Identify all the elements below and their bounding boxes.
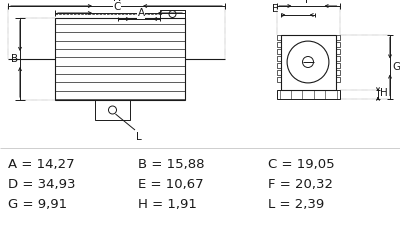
- Text: H: H: [380, 88, 388, 98]
- Text: C: C: [113, 2, 121, 12]
- Bar: [336, 56, 340, 61]
- Text: C = 19,05: C = 19,05: [268, 158, 335, 171]
- Bar: [276, 35, 280, 40]
- Text: H = 1,91: H = 1,91: [138, 198, 197, 211]
- Bar: [276, 89, 340, 99]
- Text: E = 10,67: E = 10,67: [138, 178, 204, 191]
- Text: D: D: [113, 0, 121, 5]
- Text: B = 15,88: B = 15,88: [138, 158, 204, 171]
- Text: A: A: [138, 8, 144, 18]
- Bar: [276, 49, 280, 54]
- Bar: [336, 77, 340, 82]
- Text: F = 20,32: F = 20,32: [268, 178, 333, 191]
- Text: G: G: [392, 62, 400, 71]
- Text: L = 2,39: L = 2,39: [268, 198, 324, 211]
- Text: D = 34,93: D = 34,93: [8, 178, 76, 191]
- Bar: [280, 35, 336, 89]
- Bar: [336, 70, 340, 75]
- Bar: [336, 42, 340, 47]
- Bar: [276, 77, 280, 82]
- Text: L: L: [136, 132, 142, 142]
- Bar: [95, 100, 130, 120]
- Bar: [276, 42, 280, 47]
- Bar: [336, 49, 340, 54]
- Bar: [276, 56, 280, 61]
- Bar: [55, 18, 185, 100]
- Bar: [276, 70, 280, 75]
- Text: G = 9,91: G = 9,91: [8, 198, 67, 211]
- Text: E: E: [272, 4, 278, 14]
- Bar: [336, 35, 340, 40]
- Text: B: B: [11, 54, 18, 64]
- Bar: [336, 63, 340, 68]
- Text: A = 14,27: A = 14,27: [8, 158, 75, 171]
- Bar: [160, 10, 185, 18]
- Bar: [276, 63, 280, 68]
- Text: F: F: [305, 0, 311, 5]
